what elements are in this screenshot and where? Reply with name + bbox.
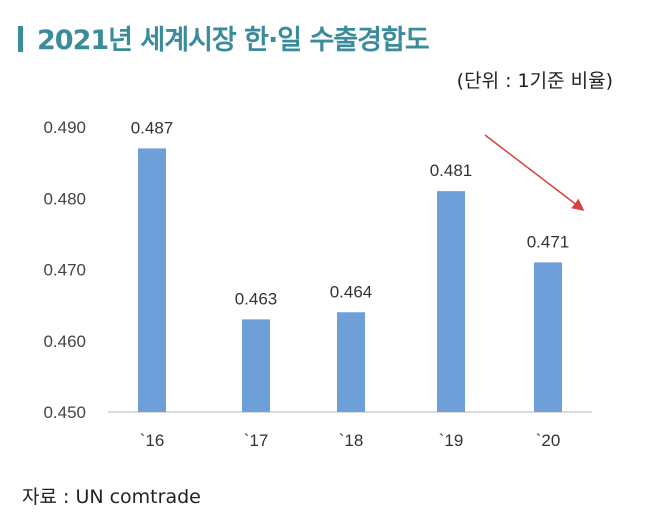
y-tick-label: 0.490 [43,118,86,137]
x-tick-label: `16 [140,431,165,450]
bar-16 [138,148,166,412]
data-label: 0.464 [330,282,373,301]
chart-title: 2021년 세계시장 한·일 수출경합도 [18,18,430,57]
y-tick-label: 0.470 [43,261,86,280]
y-tick-label: 0.460 [43,332,86,351]
y-tick-label: 0.450 [43,403,86,422]
data-label: 0.463 [235,289,278,308]
unit-label: (단위 : 1기준 비율) [456,70,613,92]
x-tick-label: `17 [244,431,269,450]
data-label: 0.471 [527,232,570,251]
x-tick-label: `18 [339,431,364,450]
bar-20 [534,262,562,412]
data-label: 0.481 [430,161,473,180]
title-accent-bar [18,26,23,52]
bar-18 [337,312,365,412]
trend-arrow [484,134,585,211]
x-tick-label: `20 [536,431,561,450]
chart-title-text: 2021년 세계시장 한·일 수출경합도 [37,25,430,56]
source-note: 자료 : UN comtrade [22,486,201,508]
y-tick-label: 0.480 [43,189,86,208]
x-tick-label: `19 [439,431,464,450]
data-label: 0.487 [131,118,174,137]
bar-17 [242,319,270,412]
bar-19 [437,191,465,412]
